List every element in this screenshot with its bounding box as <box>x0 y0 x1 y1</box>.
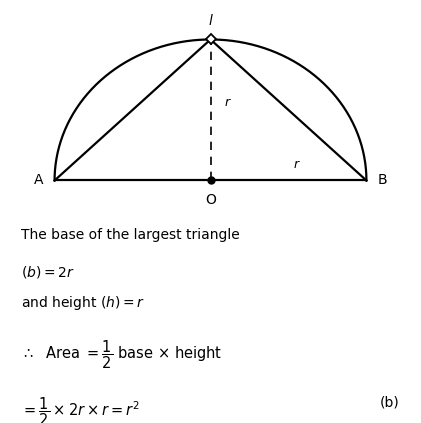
Text: l: l <box>208 14 213 28</box>
Text: (b): (b) <box>380 396 400 409</box>
Text: $(b) = 2r$: $(b) = 2r$ <box>21 264 75 280</box>
Text: O: O <box>205 193 216 207</box>
Text: r: r <box>224 96 230 110</box>
Text: r: r <box>294 158 299 170</box>
Text: The base of the largest triangle: The base of the largest triangle <box>21 228 240 242</box>
Text: $\therefore$  Area $= \dfrac{1}{2}$ base $\times$ height: $\therefore$ Area $= \dfrac{1}{2}$ base … <box>21 338 222 371</box>
Text: $= \dfrac{1}{2} \times 2r \times r = r^2$: $= \dfrac{1}{2} \times 2r \times r = r^2… <box>21 396 140 423</box>
Text: B: B <box>377 173 387 187</box>
Text: A: A <box>34 173 44 187</box>
Text: and height $(h) = r$: and height $(h) = r$ <box>21 294 145 312</box>
